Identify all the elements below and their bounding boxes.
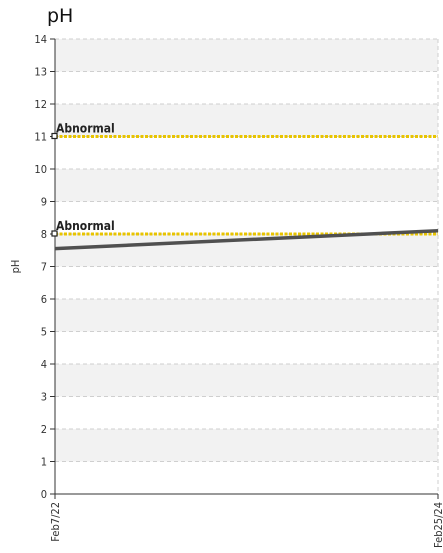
background-band (55, 136, 438, 169)
background-band (55, 429, 438, 462)
background-band (55, 396, 438, 429)
x-tick-label: Feb7/22 (49, 502, 62, 542)
y-tick-label: 0 (41, 488, 47, 501)
background-band (55, 71, 438, 104)
background-band (55, 299, 438, 332)
y-tick-label: 2 (41, 423, 47, 436)
reference-lines: Abnormal Abnormal (51, 122, 438, 237)
y-tick-label: 5 (41, 326, 47, 339)
y-tick-label: 10 (34, 163, 47, 176)
y-tick-label: 12 (34, 98, 47, 111)
reference-label-abnormal: Abnormal (56, 122, 115, 136)
reference-marker (51, 230, 58, 237)
background-band (55, 39, 438, 72)
y-tick-label: 7 (41, 261, 47, 274)
y-tick-label: 3 (41, 391, 47, 404)
background-band (55, 104, 438, 137)
chart-background-bands (55, 39, 438, 494)
y-tick-label: 1 (41, 456, 47, 469)
reference-marker (51, 132, 58, 140)
y-tick-label: 6 (41, 293, 47, 306)
series-line (54, 229, 439, 251)
background-band (55, 266, 438, 299)
background-band (55, 461, 438, 494)
background-band (55, 169, 438, 202)
series-lines (54, 229, 439, 251)
y-tick-label: 14 (34, 33, 47, 46)
y-axis-title: pH (9, 260, 22, 274)
x-tick-label: Feb25/24 (432, 502, 443, 548)
y-tick-label: 13 (34, 66, 47, 79)
chart-axes (50, 38, 439, 499)
y-tick-label: 8 (41, 228, 47, 241)
y-tick-label: 11 (34, 131, 47, 144)
background-band (55, 201, 438, 234)
background-band (55, 331, 438, 364)
y-tick-label: 4 (41, 358, 47, 371)
background-band (55, 364, 438, 397)
reference-label-abnormal: Abnormal (56, 219, 115, 233)
chart-title: pH (47, 5, 74, 27)
y-tick-label: 9 (41, 196, 47, 209)
